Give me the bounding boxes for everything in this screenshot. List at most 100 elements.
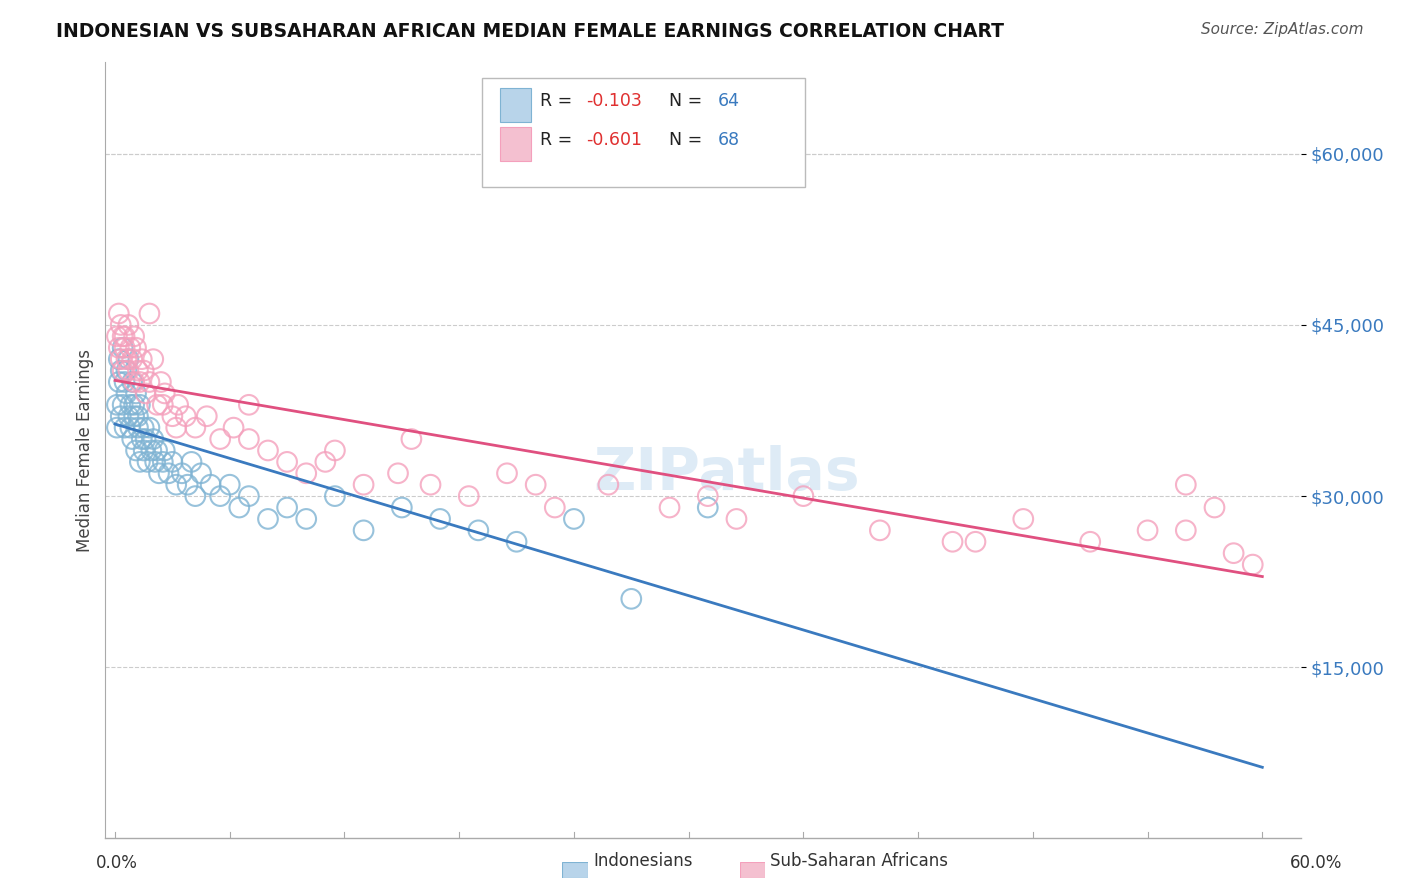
Text: -0.103: -0.103 bbox=[586, 92, 641, 111]
Point bbox=[128, 398, 150, 412]
Point bbox=[135, 386, 157, 401]
Point bbox=[111, 398, 134, 412]
Point bbox=[180, 455, 202, 469]
Point bbox=[162, 409, 184, 424]
Point bbox=[125, 386, 148, 401]
Point bbox=[419, 477, 441, 491]
Point bbox=[167, 398, 190, 412]
Text: 60.0%: 60.0% bbox=[1291, 855, 1343, 872]
Point bbox=[128, 455, 150, 469]
Point bbox=[127, 363, 149, 377]
Point bbox=[165, 420, 187, 434]
Point bbox=[238, 432, 260, 446]
Point bbox=[467, 524, 489, 538]
Point bbox=[111, 329, 134, 343]
Point bbox=[792, 489, 814, 503]
Point bbox=[146, 398, 169, 412]
Text: 64: 64 bbox=[717, 92, 740, 111]
Point bbox=[620, 591, 643, 606]
Point bbox=[152, 398, 174, 412]
FancyBboxPatch shape bbox=[501, 127, 531, 161]
Point bbox=[165, 477, 187, 491]
Point bbox=[195, 409, 218, 424]
Point bbox=[135, 432, 157, 446]
Point bbox=[152, 455, 174, 469]
Point bbox=[125, 341, 148, 355]
Point bbox=[110, 409, 132, 424]
Point bbox=[110, 363, 132, 377]
Point bbox=[110, 318, 132, 332]
Point bbox=[146, 443, 169, 458]
Point bbox=[127, 420, 149, 434]
Point bbox=[114, 375, 136, 389]
Point bbox=[142, 352, 165, 367]
Point bbox=[117, 318, 139, 332]
Point bbox=[138, 420, 160, 434]
Point bbox=[184, 420, 207, 434]
Point bbox=[157, 467, 180, 481]
Point bbox=[696, 500, 718, 515]
Point bbox=[1174, 477, 1197, 491]
Point bbox=[132, 443, 155, 458]
Point bbox=[108, 306, 131, 320]
Point bbox=[105, 329, 128, 343]
Point bbox=[176, 477, 198, 491]
Point bbox=[323, 489, 346, 503]
Point bbox=[122, 409, 145, 424]
Point bbox=[222, 420, 245, 434]
Point bbox=[105, 420, 128, 434]
Point bbox=[1078, 534, 1101, 549]
Point bbox=[117, 409, 139, 424]
Point bbox=[429, 512, 451, 526]
Text: 0.0%: 0.0% bbox=[96, 855, 138, 872]
Point bbox=[353, 524, 375, 538]
Point bbox=[153, 443, 176, 458]
Point bbox=[238, 489, 260, 503]
Point bbox=[1174, 524, 1197, 538]
Point bbox=[524, 477, 547, 491]
Point bbox=[132, 363, 155, 377]
Point bbox=[141, 443, 163, 458]
Point bbox=[153, 386, 176, 401]
Point bbox=[869, 524, 891, 538]
Text: N =: N = bbox=[658, 131, 707, 149]
Point bbox=[115, 386, 138, 401]
Text: Indonesians: Indonesians bbox=[593, 852, 693, 870]
Point bbox=[598, 477, 620, 491]
Point bbox=[1012, 512, 1035, 526]
Point bbox=[125, 443, 148, 458]
Point bbox=[190, 467, 212, 481]
Point bbox=[562, 512, 585, 526]
Point bbox=[1222, 546, 1244, 560]
FancyBboxPatch shape bbox=[482, 78, 804, 186]
Text: Sub-Saharan Africans: Sub-Saharan Africans bbox=[770, 852, 949, 870]
Point bbox=[1204, 500, 1226, 515]
Point bbox=[295, 512, 318, 526]
Point bbox=[391, 500, 413, 515]
Point bbox=[120, 398, 142, 412]
Point bbox=[228, 500, 250, 515]
Point bbox=[115, 363, 138, 377]
Point bbox=[696, 489, 718, 503]
Point bbox=[353, 477, 375, 491]
Point bbox=[257, 512, 280, 526]
Text: R =: R = bbox=[540, 92, 578, 111]
Text: ZIPatlas: ZIPatlas bbox=[593, 445, 860, 502]
Text: -0.601: -0.601 bbox=[586, 131, 643, 149]
Point bbox=[128, 375, 150, 389]
Point bbox=[117, 352, 139, 367]
Point bbox=[108, 375, 131, 389]
Point bbox=[401, 432, 423, 446]
Point bbox=[148, 467, 170, 481]
Point bbox=[149, 375, 172, 389]
Point bbox=[276, 500, 298, 515]
Point bbox=[725, 512, 748, 526]
Point bbox=[122, 398, 145, 412]
Text: R =: R = bbox=[540, 131, 578, 149]
Point bbox=[496, 467, 519, 481]
Point bbox=[111, 341, 134, 355]
Point bbox=[1241, 558, 1264, 572]
Text: 68: 68 bbox=[717, 131, 740, 149]
Point bbox=[121, 432, 143, 446]
Point bbox=[238, 398, 260, 412]
